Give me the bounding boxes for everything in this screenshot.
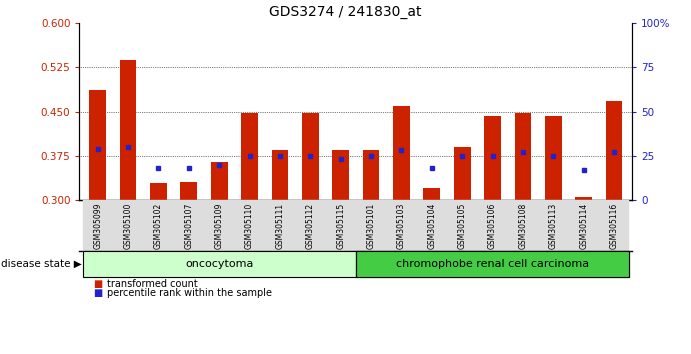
- Text: ■: ■: [93, 279, 102, 289]
- Bar: [302, 113, 319, 200]
- Bar: [454, 147, 471, 200]
- Text: GSM305108: GSM305108: [518, 202, 527, 249]
- Bar: [576, 197, 592, 200]
- Bar: [515, 113, 531, 200]
- Text: GSM305112: GSM305112: [306, 202, 315, 249]
- Text: GSM305109: GSM305109: [215, 202, 224, 249]
- Bar: [393, 105, 410, 200]
- Bar: [424, 188, 440, 200]
- Bar: [272, 150, 288, 200]
- Bar: [211, 162, 227, 200]
- Bar: [180, 182, 197, 200]
- Bar: [363, 150, 379, 200]
- Text: GSM305113: GSM305113: [549, 202, 558, 249]
- Bar: [332, 150, 349, 200]
- Bar: [150, 183, 167, 200]
- Bar: [606, 101, 623, 200]
- Text: ■: ■: [93, 288, 102, 298]
- Bar: [89, 90, 106, 200]
- Text: transformed count: transformed count: [107, 279, 198, 289]
- Bar: [120, 59, 136, 200]
- Text: GSM305100: GSM305100: [124, 202, 133, 249]
- Bar: [545, 116, 562, 200]
- Text: percentile rank within the sample: percentile rank within the sample: [107, 288, 272, 298]
- Text: GSM305114: GSM305114: [579, 202, 588, 249]
- Text: GSM305106: GSM305106: [488, 202, 497, 249]
- Text: disease state ▶: disease state ▶: [1, 259, 82, 269]
- Text: GSM305105: GSM305105: [457, 202, 466, 249]
- Bar: [241, 113, 258, 200]
- Text: GSM305103: GSM305103: [397, 202, 406, 249]
- Text: GSM305110: GSM305110: [245, 202, 254, 249]
- Text: GSM305116: GSM305116: [609, 202, 618, 249]
- Bar: [484, 116, 501, 200]
- Text: GSM305101: GSM305101: [366, 202, 375, 249]
- Text: GDS3274 / 241830_at: GDS3274 / 241830_at: [269, 5, 422, 19]
- Text: GSM305107: GSM305107: [184, 202, 193, 249]
- Text: oncocytoma: oncocytoma: [185, 259, 254, 269]
- Text: GSM305111: GSM305111: [276, 202, 285, 249]
- Text: GSM305104: GSM305104: [427, 202, 436, 249]
- Text: GSM305102: GSM305102: [154, 202, 163, 249]
- Text: GSM305099: GSM305099: [93, 202, 102, 249]
- Text: chromophobe renal cell carcinoma: chromophobe renal cell carcinoma: [396, 259, 589, 269]
- Text: GSM305115: GSM305115: [337, 202, 346, 249]
